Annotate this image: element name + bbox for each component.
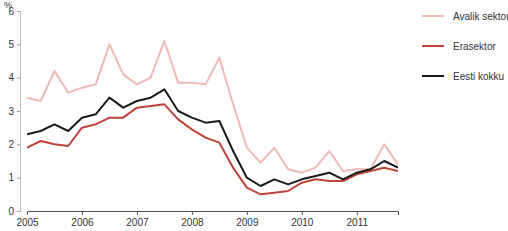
y-axis: 0123456: [8, 6, 20, 217]
y-tick-mark: [17, 78, 20, 79]
x-tick-mark: [357, 211, 358, 215]
x-tick-label: 2007: [126, 217, 149, 228]
plot-lines: [27, 41, 398, 194]
x-tick: 2011: [347, 211, 369, 228]
x-axis-line: [28, 212, 399, 216]
y-tick-mark: [17, 11, 20, 12]
x-tick-label: 2010: [291, 217, 314, 228]
x-tick-mark: [137, 211, 138, 215]
y-tick-label: 5: [8, 39, 14, 50]
legend-swatch: [422, 45, 444, 47]
x-tick: 2006: [71, 211, 94, 228]
legend: Avalik sektor Erasektor Eesti kokku: [422, 11, 508, 82]
y-tick-mark: [17, 211, 20, 212]
x-tick: 2007: [126, 211, 149, 228]
x-tick-mark: [192, 211, 193, 215]
y-tick-label: 4: [8, 72, 14, 83]
x-tick-mark: [247, 211, 248, 215]
y-tick: 3: [8, 106, 20, 117]
x-tick-label: 2009: [236, 217, 259, 228]
x-tick: 2005: [16, 211, 39, 228]
y-tick: 5: [8, 39, 20, 50]
x-tick-label: 2005: [16, 217, 39, 228]
x-tick-mark: [27, 211, 28, 215]
legend-label: Eesti kokku: [453, 71, 504, 82]
x-tick-label: 2008: [181, 217, 204, 228]
y-tick-label: 0: [8, 206, 14, 217]
y-tick-label: 1: [8, 172, 14, 183]
y-tick: 0: [8, 206, 20, 217]
x-tick: 2009: [236, 211, 259, 228]
x-tick-mark: [302, 211, 303, 215]
y-tick: 4: [8, 72, 20, 83]
y-tick: 1: [8, 172, 20, 183]
series-line: [27, 41, 398, 173]
x-tick: 2008: [181, 211, 204, 228]
x-tick-mark: [82, 211, 83, 215]
x-tick: 2010: [291, 211, 314, 228]
legend-swatch: [422, 75, 444, 77]
y-axis-title: %: [4, 0, 12, 10]
legend-label: Erasektor: [453, 41, 496, 52]
y-tick-mark: [17, 44, 20, 45]
y-tick-label: 2: [8, 139, 14, 150]
y-axis-line: [17, 12, 21, 212]
chart: 20052006200720082009201020110123456%Aval…: [0, 0, 508, 231]
x-tick-label: 2006: [71, 217, 94, 228]
y-tick: 2: [8, 139, 20, 150]
x-axis: 2005 2006 2007 2008 2009 2010 2011: [16, 211, 398, 228]
y-tick-label: 3: [8, 106, 14, 117]
y-tick-mark: [17, 144, 20, 145]
series-line: [27, 89, 398, 186]
y-tick-mark: [17, 111, 20, 112]
x-tick-label: 2011: [347, 217, 369, 228]
y-tick-mark: [17, 178, 20, 179]
legend-label: Avalik sektor: [453, 11, 508, 22]
legend-swatch: [422, 15, 444, 17]
